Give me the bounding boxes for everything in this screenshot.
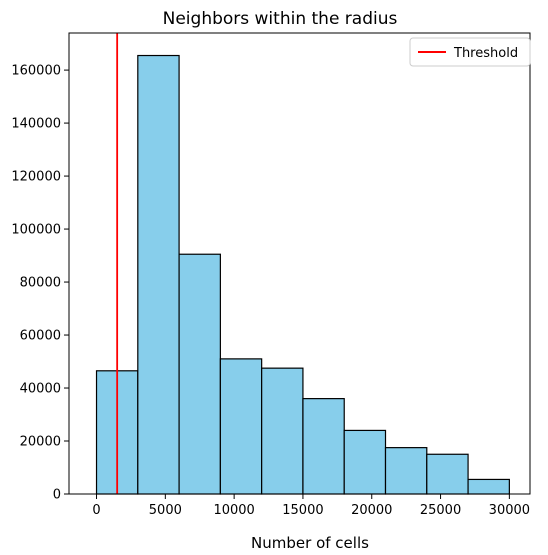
y-tick-label: 80000 — [20, 276, 61, 291]
y-tick-label: 120000 — [11, 170, 61, 185]
x-tick-label: 5000 — [149, 503, 182, 518]
y-tick-label: 160000 — [11, 64, 61, 79]
histogram-bar-3 — [178, 253, 221, 495]
x-tick-label: 10000 — [213, 503, 254, 518]
histogram-bar-2 — [137, 54, 180, 495]
y-tick-label: 0 — [53, 488, 61, 503]
x-tick-label: 15000 — [282, 503, 323, 518]
y-tick-label: 40000 — [20, 382, 61, 397]
histogram-bar-7 — [343, 429, 387, 495]
y-tick-label: 140000 — [11, 117, 61, 132]
y-tick-label: 20000 — [20, 435, 61, 450]
histogram-bar-5 — [261, 367, 304, 495]
legend: Threshold — [409, 37, 531, 67]
legend-box — [409, 37, 531, 67]
legend-threshold-label: Threshold — [453, 46, 518, 61]
bars-layer — [95, 54, 510, 495]
axes-layer: 0 5000 10000 15000 20000 25000 30000 0 20000 4000… — [11, 32, 531, 518]
histogram-bar-6 — [302, 398, 345, 495]
histogram-bar-10 — [467, 478, 510, 495]
x-tick-label: 0 — [92, 503, 100, 518]
histogram-bar-4 — [219, 358, 263, 495]
histogram-bar-8 — [384, 447, 428, 495]
chart-title: Neighbors within the radius — [163, 9, 398, 29]
plot-frame — [68, 32, 531, 495]
y-tick-label: 100000 — [11, 223, 61, 238]
y-tick-label: 60000 — [20, 329, 61, 344]
x-tick-label: 30000 — [489, 503, 530, 518]
x-tick-label: 25000 — [420, 503, 461, 518]
x-tick-label: 20000 — [351, 503, 392, 518]
histogram-bar-9 — [426, 453, 469, 495]
x-axis-label: Number of cells — [251, 534, 369, 552]
